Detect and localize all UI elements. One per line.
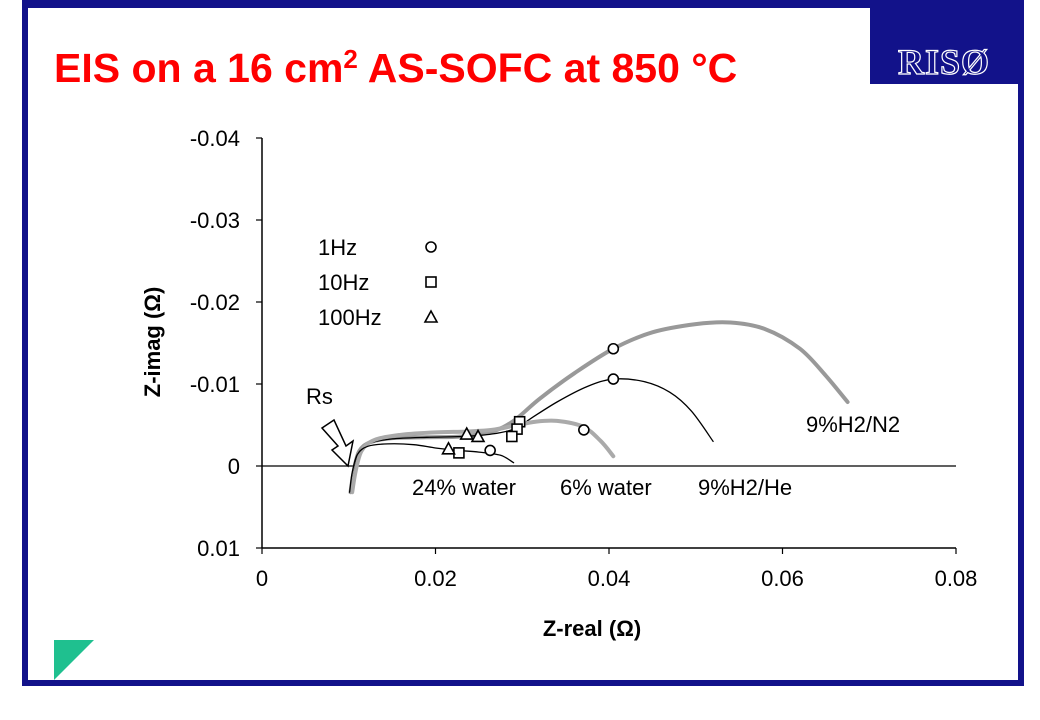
y-tick-label: -0.01	[190, 372, 240, 397]
title-superscript: 2	[343, 44, 358, 74]
x-tick-label: 0.08	[935, 566, 978, 591]
slide-frame	[22, 6, 1024, 686]
legend-triangle-icon	[423, 309, 439, 323]
axes: -0.04 -0.03 -0.02 -0.01 0 0.01 0 0.02 0.04 0.06 0.…	[140, 126, 977, 641]
rs-arrow-icon	[320, 418, 355, 468]
corner-triangle-icon	[54, 640, 94, 680]
legend-label: 1Hz	[318, 235, 357, 260]
slide-top-bar	[22, 0, 1024, 8]
y-tick-label: -0.04	[190, 126, 240, 151]
series-group	[348, 320, 850, 495]
x-tick-label: 0.04	[588, 566, 631, 591]
marker-100hz-s1	[459, 426, 475, 440]
logo-box: RISØ	[870, 8, 1018, 84]
x-tick-label: 0.02	[414, 566, 457, 591]
x-tick-label: 0.06	[761, 566, 804, 591]
label-6-water: 6% water	[560, 475, 652, 500]
x-tick-label: 0	[256, 566, 268, 591]
legend-label: 100Hz	[318, 305, 382, 330]
marker-100hz-s2	[470, 428, 486, 443]
y-axis-title: Z-imag (Ω)	[140, 287, 165, 398]
slide-title: EIS on a 16 cm2 AS-SOFC at 850 °C	[54, 44, 737, 92]
legend-label: 10Hz	[318, 270, 369, 295]
legend-square-icon	[425, 276, 437, 288]
x-axis-title: Z-real (Ω)	[543, 616, 641, 641]
annotations: Rs 9%H2/N2 24% water 6% water 9%H2/He	[306, 384, 900, 500]
marker-10hz-s2	[506, 430, 518, 443]
legend: 1Hz 10Hz 100Hz	[318, 235, 439, 330]
marker-10hz-s3	[453, 447, 465, 459]
riso-logo: RISØ	[897, 42, 991, 82]
marker-1hz-s0	[607, 342, 620, 355]
marker-1hz-s3	[484, 444, 496, 457]
rs-label: Rs	[306, 384, 333, 409]
title-tail: AS-SOFC at 850 °C	[357, 45, 738, 91]
y-tick-label: -0.03	[190, 208, 240, 233]
title-main: EIS on a 16 cm	[54, 45, 344, 91]
series-line-0	[348, 320, 850, 495]
markers-group	[441, 342, 620, 459]
label-24-water: 24% water	[412, 475, 516, 500]
y-tick-label: 0	[228, 454, 240, 479]
marker-100hz-s3	[441, 441, 456, 455]
y-tick-label: -0.02	[190, 290, 240, 315]
y-tick-label: 0.01	[197, 536, 240, 561]
label-9h2-he: 9%H2/He	[698, 475, 792, 500]
marker-1hz-s2	[578, 424, 590, 436]
legend-circle-icon	[425, 241, 437, 253]
marker-1hz-s1	[607, 373, 620, 385]
label-9h2-n2: 9%H2/N2	[806, 412, 900, 437]
